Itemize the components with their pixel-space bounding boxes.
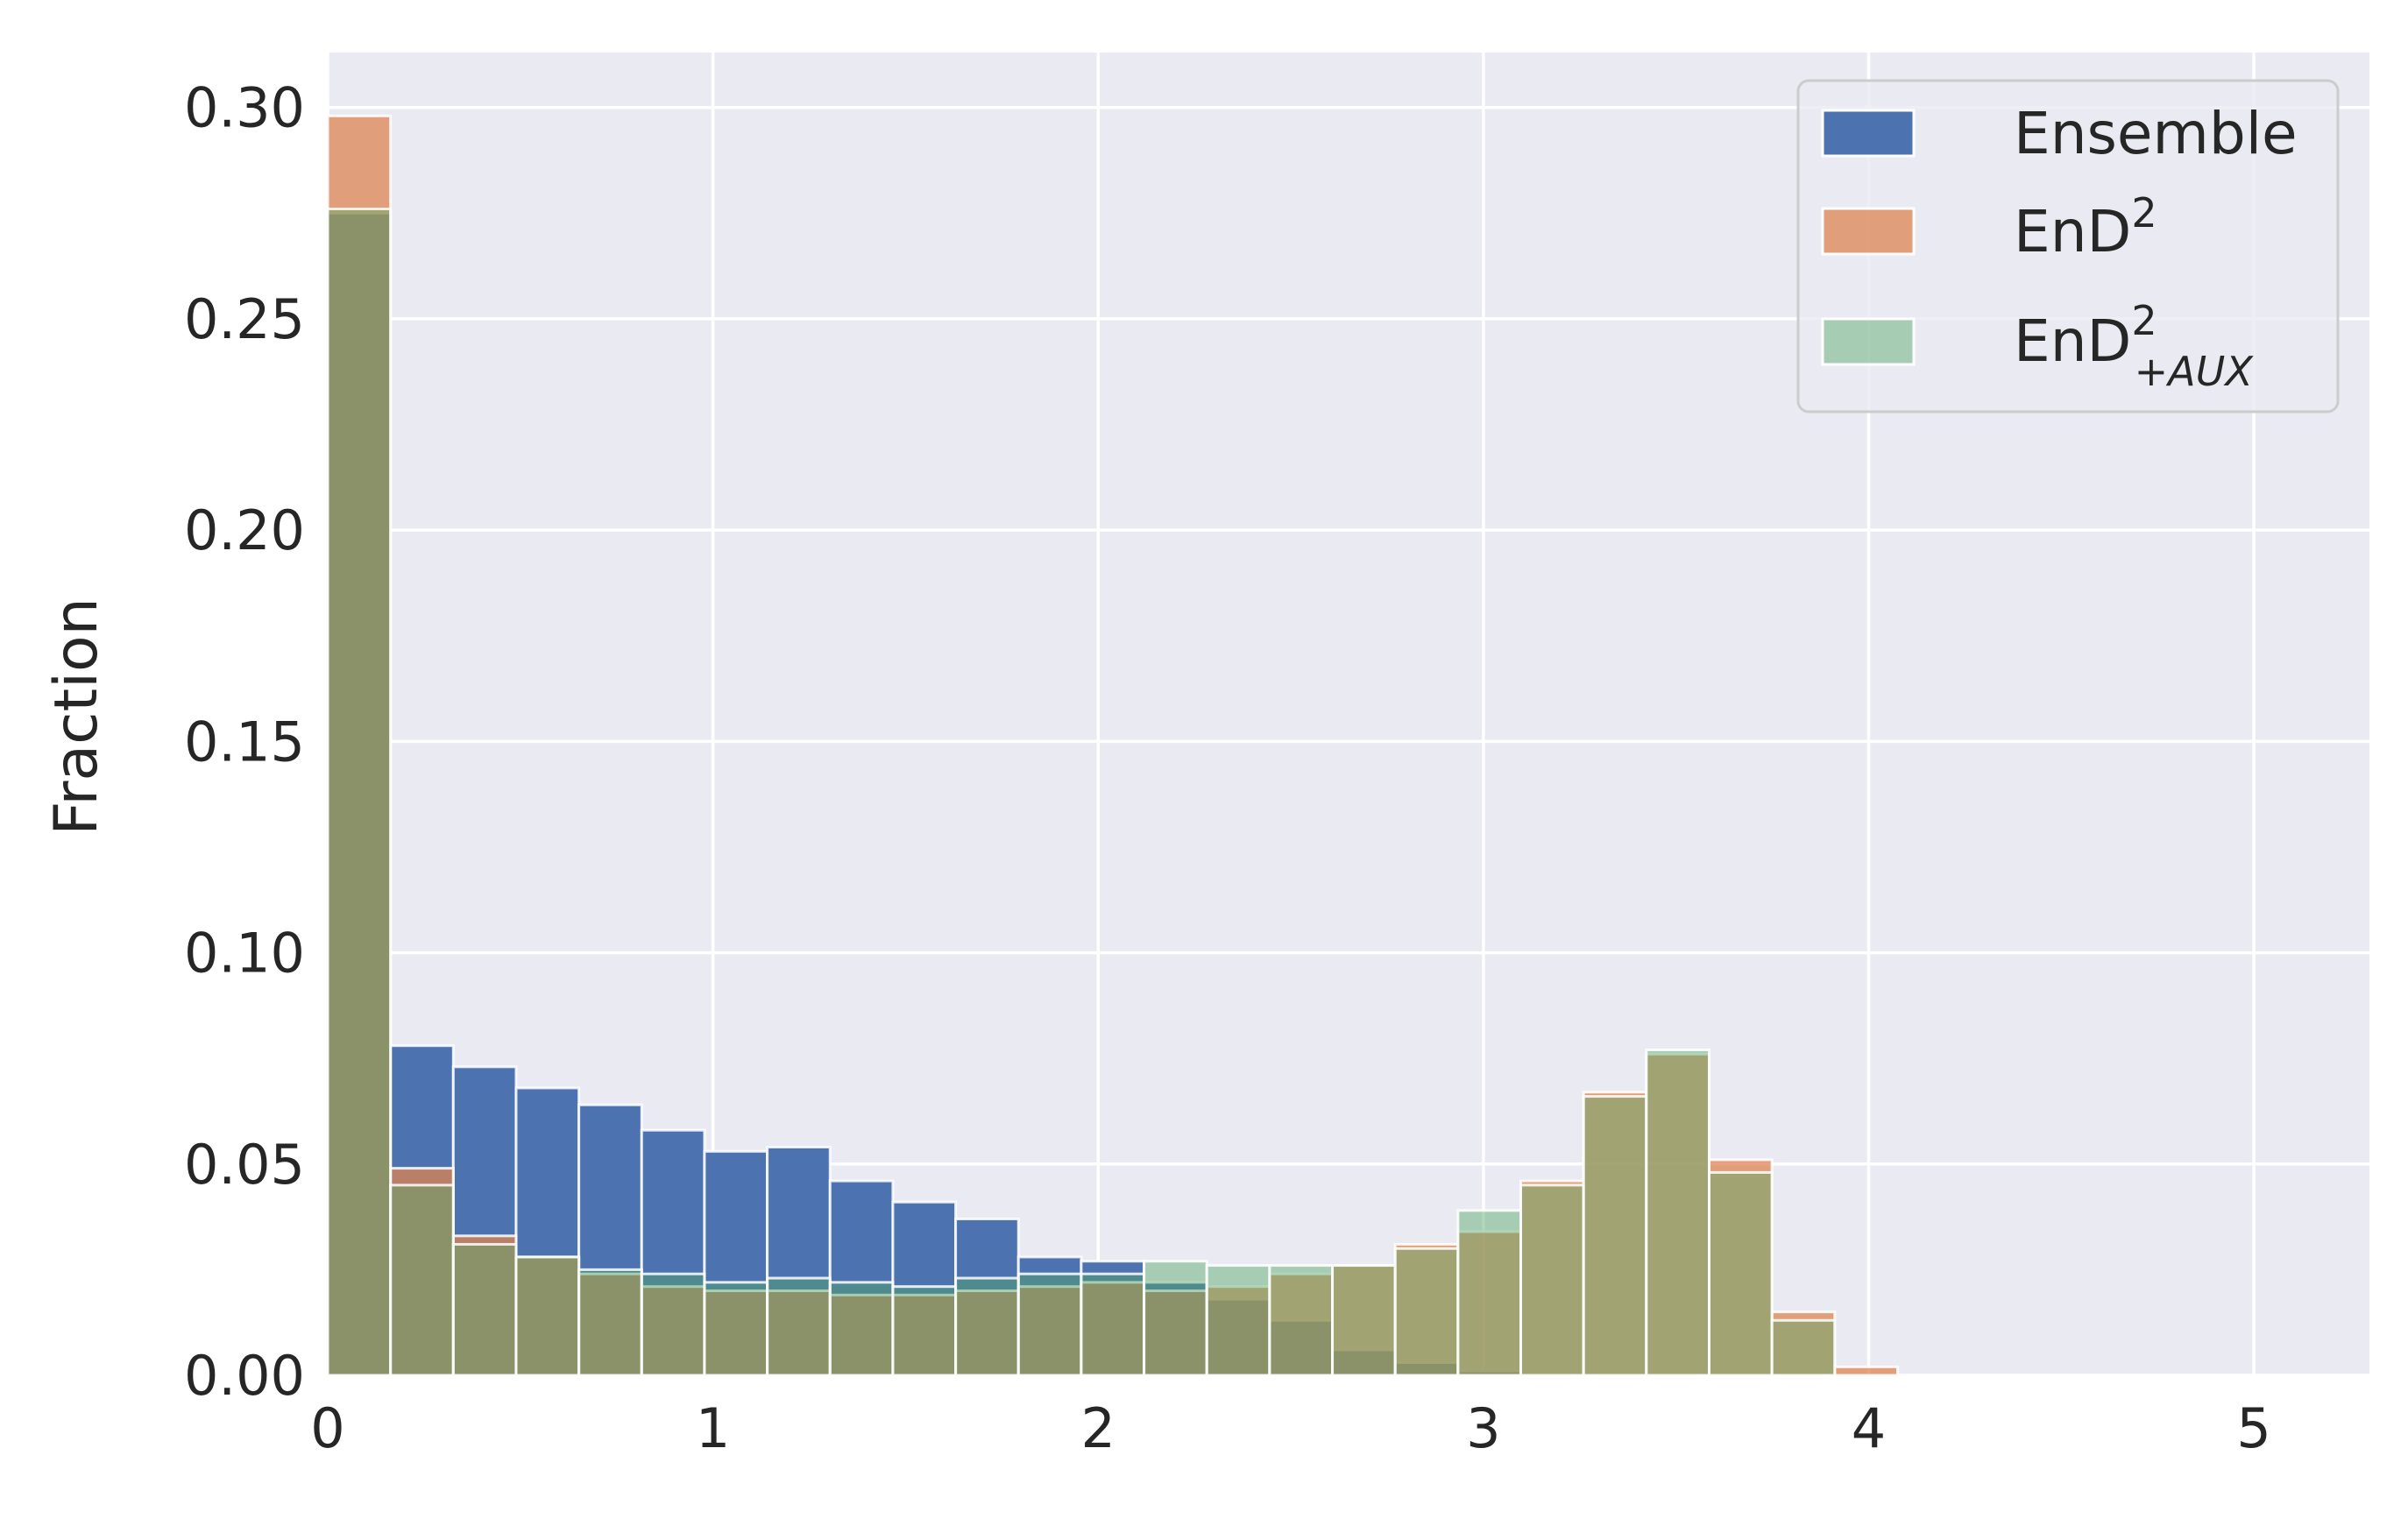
legend-label-end2: EnD2 bbox=[2014, 189, 2157, 265]
y-tick-label: 0.30 bbox=[184, 76, 305, 140]
legend-swatch-end2-aux bbox=[1821, 317, 1916, 366]
y-tick-labels: 0.00 0.05 0.10 0.15 0.20 0.25 0.30 bbox=[184, 76, 305, 1408]
x-tick-label: 1 bbox=[696, 1396, 730, 1460]
y-tick-label: 0.25 bbox=[184, 287, 305, 351]
legend-label-end2-aux-base: EnD bbox=[2014, 307, 2131, 375]
x-tick-label: 3 bbox=[1466, 1396, 1500, 1460]
legend: Ensemble EnD2 EnD2 +AUX bbox=[1796, 79, 2340, 413]
bar bbox=[640, 1272, 706, 1377]
bar bbox=[514, 1255, 581, 1377]
bar bbox=[1645, 1052, 1710, 1377]
bar bbox=[1582, 1095, 1648, 1377]
bar bbox=[1268, 1272, 1335, 1377]
bars bbox=[326, 114, 1899, 1377]
legend-label-end2-base: EnD bbox=[2014, 198, 2131, 265]
bar bbox=[451, 1242, 518, 1377]
y-tick-label: 0.10 bbox=[184, 922, 305, 986]
bar bbox=[1016, 1272, 1083, 1377]
bar bbox=[1707, 1158, 1774, 1377]
bar bbox=[1833, 1365, 1899, 1377]
bar bbox=[451, 1234, 518, 1377]
legend-label-ensemble: Ensemble bbox=[2014, 100, 2298, 167]
bar bbox=[1268, 1264, 1335, 1377]
legend-label-end2-aux-sup: 2 bbox=[2131, 297, 2157, 344]
bar bbox=[1770, 1318, 1837, 1377]
bar bbox=[326, 114, 393, 1377]
bar bbox=[1080, 1272, 1146, 1377]
y-axis-label: Fraction bbox=[42, 597, 111, 835]
series-1-bars bbox=[326, 114, 1899, 1377]
bar bbox=[1707, 1170, 1774, 1377]
y-tick-label: 0.20 bbox=[184, 498, 305, 562]
bar bbox=[389, 1183, 455, 1377]
legend-box bbox=[1796, 79, 2340, 413]
bar bbox=[1143, 1260, 1208, 1377]
legend-swatch-end2 bbox=[1821, 207, 1916, 256]
x-tick-label: 4 bbox=[1852, 1396, 1886, 1460]
bar bbox=[891, 1285, 958, 1377]
bar bbox=[326, 207, 393, 1377]
x-tick-label: 5 bbox=[2236, 1396, 2270, 1460]
bar bbox=[1393, 1242, 1460, 1377]
x-tick-label: 2 bbox=[1081, 1396, 1115, 1460]
bar bbox=[766, 1289, 832, 1377]
legend-label-end2-sup: 2 bbox=[2131, 189, 2157, 237]
x-tick-label: 0 bbox=[310, 1396, 344, 1460]
bar bbox=[1519, 1183, 1585, 1377]
series-2-bars bbox=[326, 207, 1837, 1377]
bar bbox=[703, 1281, 769, 1377]
bar bbox=[1143, 1289, 1208, 1377]
y-tick-label: 0.00 bbox=[184, 1344, 305, 1408]
legend-label-end2-aux-sub: +AUX bbox=[2135, 348, 2255, 395]
bar bbox=[1645, 1049, 1710, 1377]
y-tick-label: 0.15 bbox=[184, 710, 305, 774]
bar bbox=[1456, 1209, 1523, 1377]
bar bbox=[1205, 1264, 1271, 1377]
legend-swatch-ensemble bbox=[1821, 109, 1916, 158]
bar bbox=[766, 1276, 832, 1377]
bar bbox=[1393, 1247, 1460, 1377]
bar bbox=[1331, 1264, 1397, 1377]
y-tick-label: 0.05 bbox=[184, 1133, 305, 1197]
x-tick-labels: 0 1 2 3 4 5 bbox=[310, 1396, 2271, 1460]
bar bbox=[954, 1276, 1020, 1377]
bar bbox=[828, 1281, 895, 1377]
bar bbox=[577, 1268, 643, 1377]
legend-label-end2-aux: EnD2 +AUX bbox=[2014, 297, 2254, 395]
